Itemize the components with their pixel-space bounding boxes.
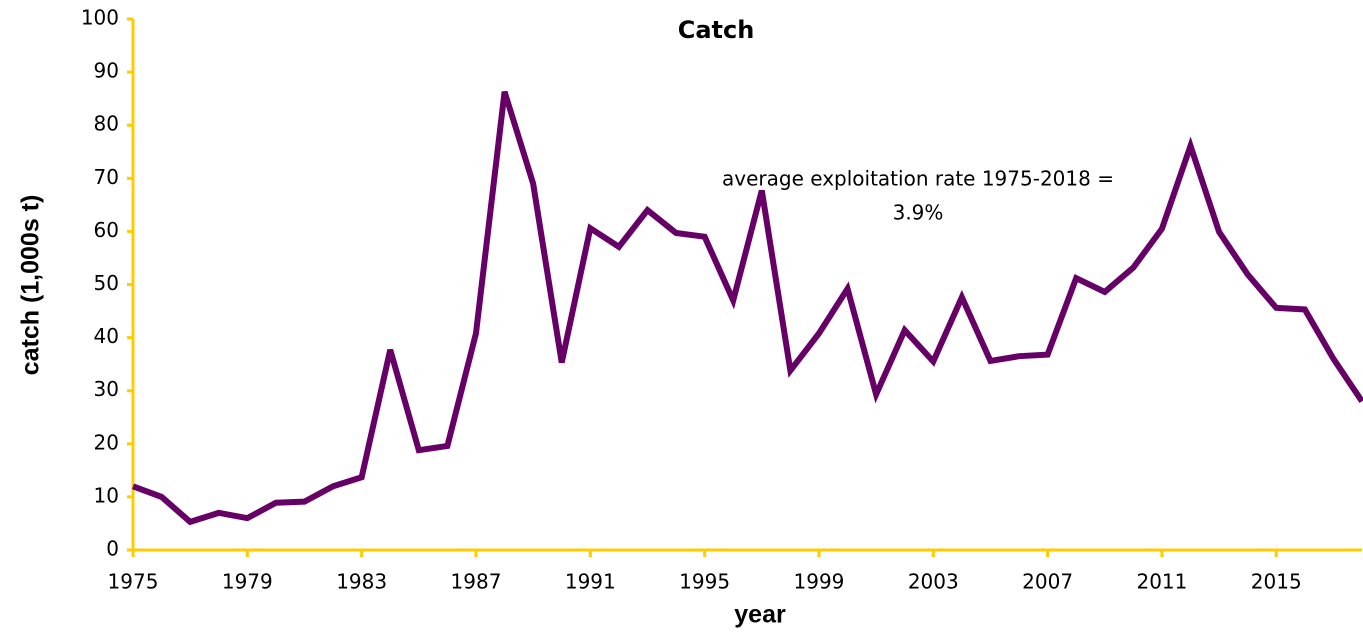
x-tick-label: 1975: [108, 570, 159, 594]
x-tick-label: 1979: [222, 570, 273, 594]
x-tick-label: 1983: [336, 570, 387, 594]
y-tick-label: 100: [81, 6, 119, 30]
x-tick-label: 1995: [679, 570, 730, 594]
annotation: average exploitation rate 1975-2018 =: [722, 167, 1114, 191]
y-tick-label: 20: [94, 430, 119, 454]
x-tick-label: 1991: [565, 570, 616, 594]
annotation: 3.9%: [893, 201, 944, 225]
x-tick-label: 1987: [451, 570, 502, 594]
x-axis-label: year: [734, 601, 786, 629]
y-tick-label: 50: [94, 271, 119, 295]
y-tick-label: 30: [94, 377, 119, 401]
y-axis-label: catch (1,000s t): [17, 195, 45, 376]
x-tick-label: 2011: [1136, 570, 1187, 594]
x-tick-label: 2007: [1022, 570, 1073, 594]
y-tick-label: 60: [94, 218, 119, 242]
y-tick-label: 90: [94, 59, 119, 83]
y-tick-label: 80: [94, 112, 119, 136]
y-tick-label: 0: [106, 537, 119, 561]
x-tick-label: 2015: [1251, 570, 1302, 594]
chart-title: Catch: [678, 16, 755, 44]
data-line: [131, 90, 1363, 526]
x-tick-label: 1999: [794, 570, 845, 594]
y-tick-label: 40: [94, 324, 119, 348]
y-tick-label: 10: [94, 483, 119, 507]
y-tick-label: 70: [94, 165, 119, 189]
x-tick-label: 2003: [908, 570, 959, 594]
